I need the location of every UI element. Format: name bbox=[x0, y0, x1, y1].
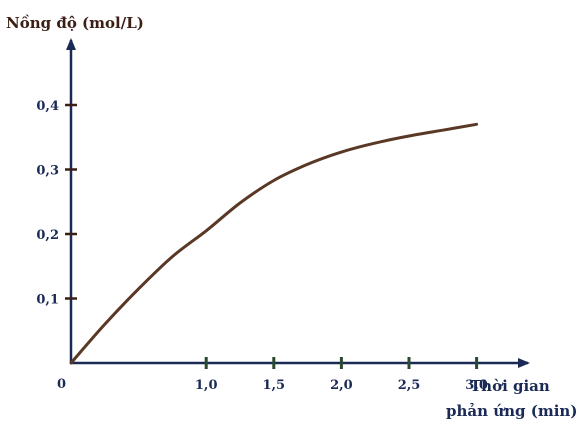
x-axis-label-line2: phản ứng (min) bbox=[446, 402, 577, 420]
y-tick-label: 0,2 bbox=[36, 228, 59, 243]
x-tick-label: 1,0 bbox=[195, 378, 218, 393]
y-ticks: 0,1 0,2 0,3 0,4 bbox=[36, 99, 77, 308]
origin-label: 0 bbox=[57, 377, 66, 392]
concentration-curve bbox=[69, 122, 479, 365]
y-tick-label: 0,3 bbox=[36, 164, 59, 179]
y-axis-label: Nồng độ (mol/L) bbox=[6, 14, 144, 32]
y-tick-label: 0,1 bbox=[36, 293, 59, 308]
x-tick-label: 2,0 bbox=[330, 378, 353, 393]
x-ticks: 1,0 1,5 2,0 2,5 3,0 bbox=[195, 357, 488, 393]
y-tick-label: 0,4 bbox=[36, 99, 59, 114]
x-axis-label-line1: Thời gian bbox=[470, 377, 550, 395]
x-tick-label: 1,5 bbox=[262, 378, 285, 393]
x-tick-label: 3,0 bbox=[465, 378, 488, 393]
x-tick-label: 2,5 bbox=[398, 378, 421, 393]
